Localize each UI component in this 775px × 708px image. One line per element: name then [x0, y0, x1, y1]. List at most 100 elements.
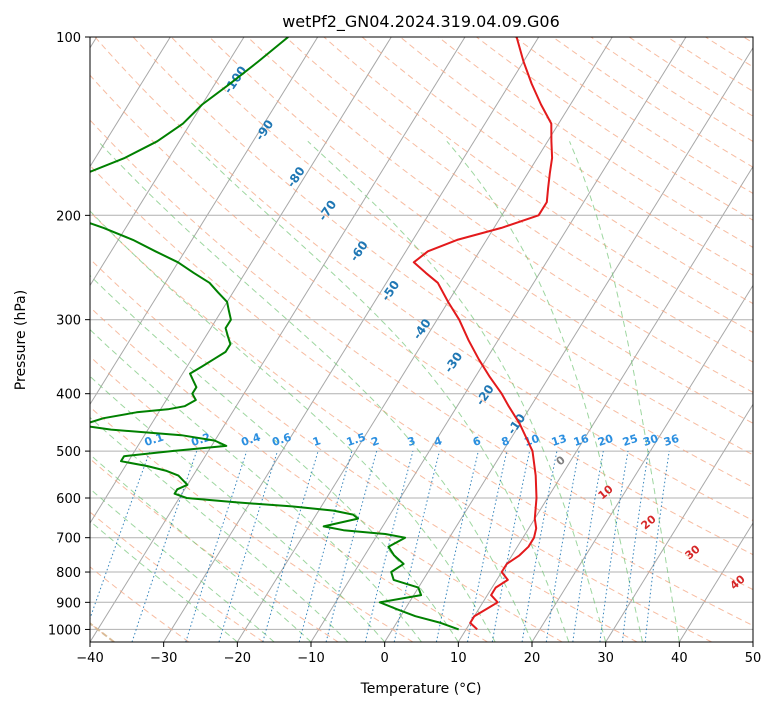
mixing-ratio-line: [218, 450, 278, 642]
isotherm-line: [90, 37, 392, 525]
dry-adiabat-line: [90, 511, 264, 642]
dry-adiabat-line: [361, 37, 753, 305]
dry-adiabat-line: [743, 37, 753, 44]
mixing-ratio-line: [90, 450, 151, 621]
moist-adiabat-line: [569, 141, 680, 642]
y-tick-label: 300: [56, 314, 81, 329]
isotherm-label: 0: [554, 453, 568, 468]
moist-adiabat-line: [90, 329, 422, 642]
mixing-ratio-line: [393, 450, 440, 642]
mixing-ratio-label: 0.2: [190, 431, 213, 449]
mixing-ratio-line: [131, 450, 198, 642]
mixing-ratio-line: [572, 451, 604, 642]
mixing-ratio-label: 25: [621, 432, 640, 449]
moist-adiabat-line: [90, 520, 238, 642]
dry-adiabat-line: [90, 406, 414, 642]
plot-frame: [89, 36, 754, 643]
mixing-ratio-line: [491, 450, 531, 642]
isotherm-line: [752, 641, 753, 642]
mixing-ratio-line: [644, 451, 670, 642]
moist-adiabat-line: [189, 140, 570, 642]
temperature-label: -20: [473, 382, 497, 408]
chart-title: wetPf2_GN04.2024.319.04.09.G06: [282, 12, 560, 32]
x-tick-label: 0: [381, 651, 389, 666]
dry-adiabat-line: [476, 37, 753, 221]
y-tick-label: 900: [56, 596, 81, 611]
mixing-ratio-label: 0.1: [143, 431, 166, 449]
isotherm-line: [236, 37, 613, 642]
x-tick-label: −10: [297, 651, 324, 666]
isotherm-label: 40: [728, 572, 748, 592]
dry-adiabat-line: [94, 37, 753, 522]
dry-adiabat-line: [90, 74, 753, 556]
dewpoint-line: [90, 37, 460, 631]
mixing-ratio-label: 16: [572, 432, 591, 449]
moist-adiabat-line: [90, 488, 275, 642]
x-tick-label: 10: [450, 651, 467, 666]
temperature-label: -80: [284, 164, 308, 190]
temperature-label: -30: [441, 350, 465, 376]
mixing-ratio-label: 3: [406, 434, 417, 449]
temperature-label: -90: [252, 117, 276, 143]
x-axis-ticks: −40 −30 −20 −10 0 10 20 30 40 50: [76, 642, 761, 666]
mixing-ratio-line: [325, 450, 378, 642]
x-tick-label: −20: [224, 651, 251, 666]
x-tick-label: 40: [671, 651, 688, 666]
dry-adiabat-line: [170, 37, 753, 456]
temperature-line: [412, 37, 554, 631]
y-tick-label: 200: [56, 209, 81, 224]
dry-adiabat-line: [705, 37, 753, 68]
mixing-ratio-line: [298, 450, 353, 642]
y-tick-label: 500: [56, 445, 81, 460]
line-labels: 0.1 0.2 0.4 0.6 1 1.5 2 3 4 6 8 10 13 16 20 25 30 36-100-…: [143, 63, 748, 592]
isotherm-line: [90, 37, 466, 642]
moist-adiabat-line: [446, 140, 643, 642]
mixing-ratio-label: 13: [550, 432, 569, 449]
mixing-ratio-label: 4: [432, 434, 444, 449]
isotherm-line: [90, 37, 171, 168]
moist-adiabat-line: [90, 453, 312, 642]
dry-adiabat-line: [90, 306, 563, 642]
isotherm-line: [531, 284, 753, 642]
moist-adiabat-line: [90, 375, 386, 642]
mixing-ratio-label: 1: [311, 434, 322, 449]
dry-adiabat-line: [90, 458, 339, 642]
mixing-ratio-line: [599, 451, 629, 642]
x-tick-label: 50: [745, 651, 762, 666]
dry-adiabat-line: [90, 119, 753, 591]
isotherm-label: 20: [639, 512, 659, 532]
dry-adiabat-line: [132, 37, 753, 488]
isotherm-line: [457, 165, 753, 642]
moist-adiabat-line: [90, 416, 349, 642]
dry-adiabat-line: [90, 211, 712, 642]
dry-adiabat-line: [399, 37, 753, 276]
temperature-label: -70: [315, 198, 339, 224]
isotherm-line: [678, 522, 753, 642]
x-axis-label: Temperature (°C): [360, 681, 482, 697]
mixing-ratio-label: 0.4: [240, 430, 263, 448]
mixing-ratio-line: [262, 450, 319, 642]
mixing-ratio-label: 6: [471, 434, 483, 449]
mixing-ratio-label: 8: [500, 434, 511, 449]
y-tick-label: 100: [56, 31, 81, 46]
mixing-ratio-label: 30: [641, 432, 660, 449]
temperature-label: -50: [378, 278, 402, 304]
isotherm-line: [163, 37, 540, 642]
mixing-ratio-label: 36: [662, 432, 681, 449]
y-tick-label: 400: [56, 388, 81, 403]
background-lines: [90, 37, 753, 642]
mixing-ratio-label: 2: [370, 434, 381, 449]
moist-adiabat-line: [90, 210, 496, 642]
mixing-ratio-label: 20: [596, 432, 615, 449]
mixing-ratio-label: 0.6: [270, 430, 293, 448]
mixing-ratio-line: [185, 450, 248, 642]
dry-adiabat-line: [90, 258, 638, 642]
temperature-label: -60: [347, 238, 371, 264]
dry-adiabat-line: [438, 37, 753, 248]
moist-adiabat-line: [307, 140, 607, 642]
x-tick-label: 20: [524, 651, 541, 666]
isotherm-line: [90, 37, 245, 287]
moist-adiabat-line: [97, 140, 533, 642]
isotherm-label: 10: [596, 482, 616, 502]
isotherm-line: [605, 403, 753, 642]
